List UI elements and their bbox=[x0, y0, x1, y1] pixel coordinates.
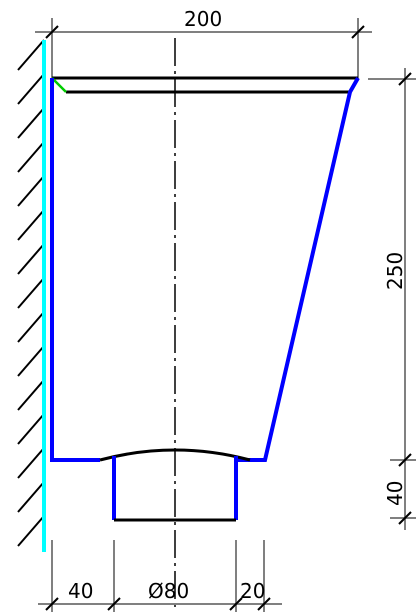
bottom-arc bbox=[99, 448, 251, 462]
height-main-label: 250 bbox=[383, 252, 407, 290]
bottom-dimensions bbox=[38, 540, 282, 612]
rim-lip-highlight bbox=[51, 77, 67, 93]
tapered-side bbox=[236, 77, 360, 462]
right-height-dimension bbox=[368, 68, 416, 530]
height-base-label: 40 bbox=[383, 481, 407, 506]
body-outline bbox=[50, 78, 100, 462]
bottom-right-offset-label: 20 bbox=[240, 579, 265, 603]
bottom-diameter-label: Ø80 bbox=[148, 579, 189, 603]
top-width-dimension bbox=[35, 18, 372, 80]
bottom-left-offset-label: 40 bbox=[68, 579, 93, 603]
wall-hatching bbox=[17, 39, 45, 547]
top-width-label: 200 bbox=[184, 7, 222, 31]
base-cylinder bbox=[112, 456, 238, 522]
top-rim bbox=[52, 76, 358, 94]
